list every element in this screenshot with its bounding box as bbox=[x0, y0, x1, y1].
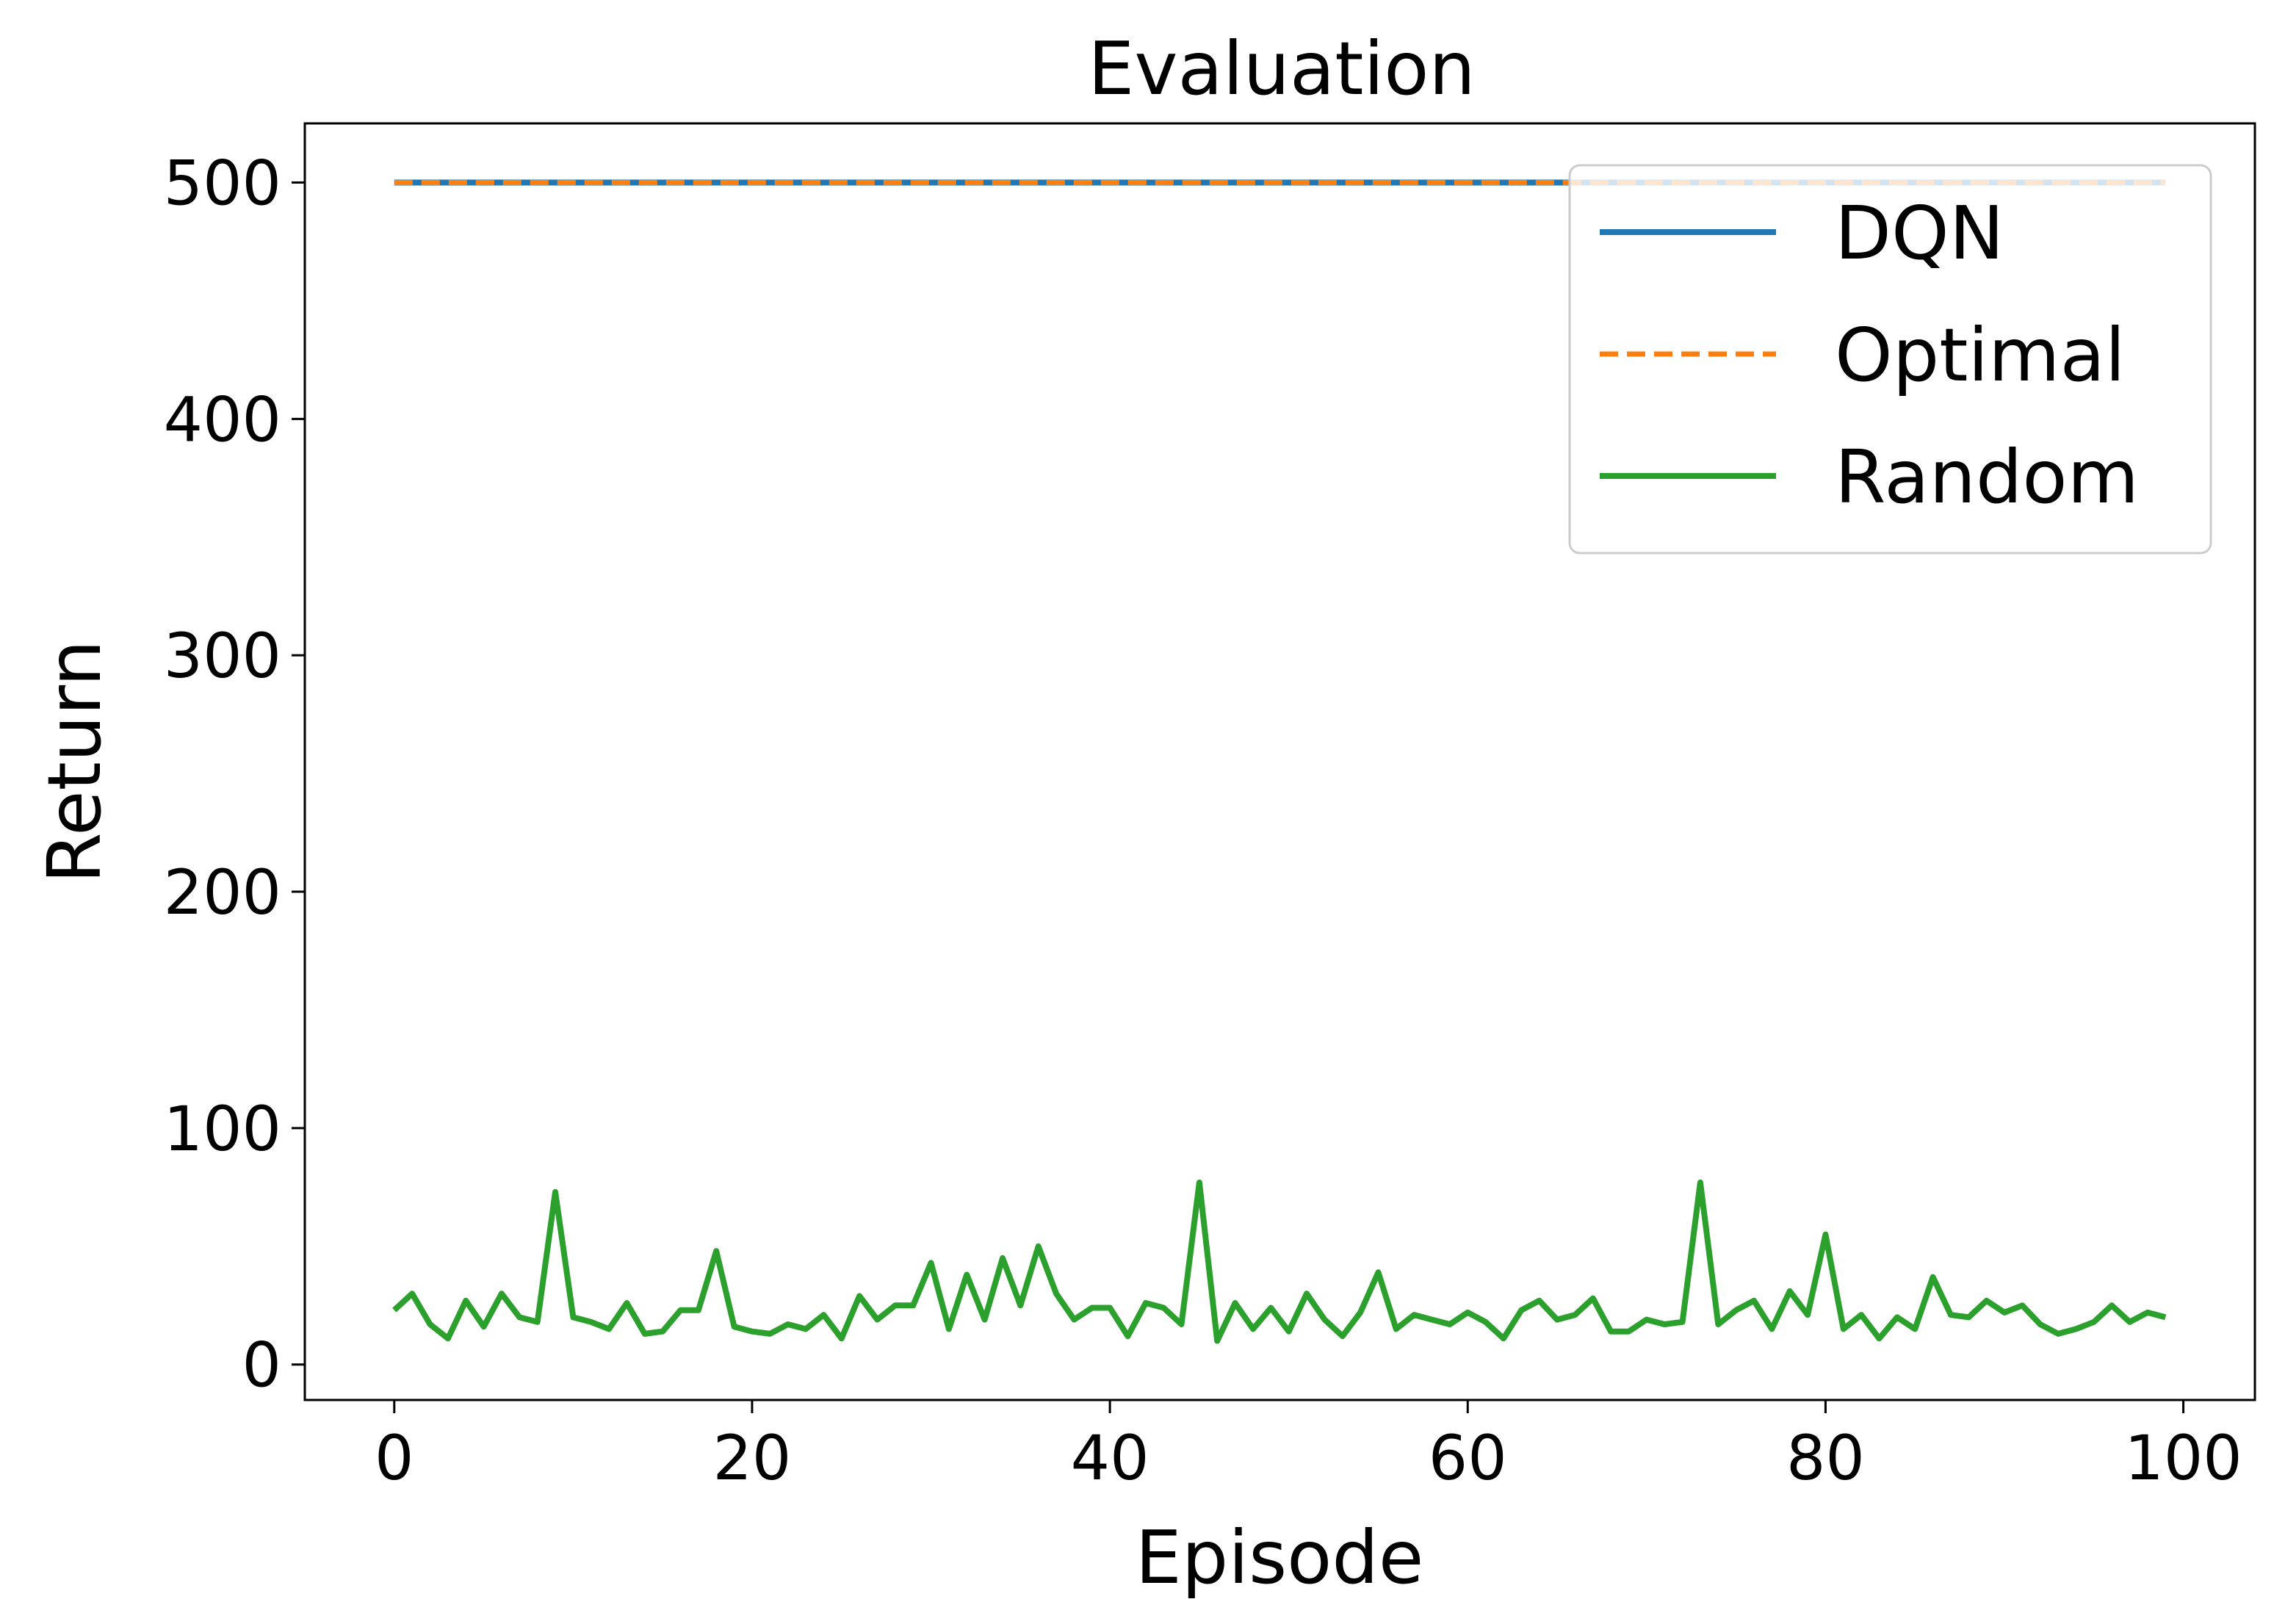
plot-frame bbox=[303, 122, 2256, 1401]
y-axis: 0 100 200 300 400 500 bbox=[164, 147, 305, 1401]
y-tick-label-300: 300 bbox=[164, 620, 281, 692]
x-axis-label: Episode bbox=[1136, 1515, 1424, 1600]
chart-title: Evaluation bbox=[1088, 26, 1476, 112]
series-line-random bbox=[392, 1179, 2167, 1344]
y-tick-label-400: 400 bbox=[164, 383, 281, 455]
x-tick-label-60: 60 bbox=[1429, 1422, 1507, 1494]
legend-box bbox=[1568, 164, 2212, 555]
x-tick-label-100: 100 bbox=[2124, 1422, 2242, 1494]
legend-label-dqn: DQN bbox=[1835, 190, 2004, 276]
legend-label-optimal: Optimal bbox=[1835, 312, 2126, 398]
y-tick-label-200: 200 bbox=[164, 856, 281, 928]
y-tick-label-0: 0 bbox=[242, 1329, 281, 1401]
y-tick-label-100: 100 bbox=[164, 1093, 281, 1165]
legend: DQN Optimal Random bbox=[1568, 164, 2212, 555]
x-tick-label-40: 40 bbox=[1071, 1422, 1149, 1494]
y-axis-label: Return bbox=[32, 640, 118, 884]
x-axis: 0 20 40 60 80 100 bbox=[375, 1400, 2242, 1494]
x-tick-label-80: 80 bbox=[1786, 1422, 1865, 1494]
x-tick-label-20: 20 bbox=[712, 1422, 791, 1494]
y-tick-label-500: 500 bbox=[164, 147, 281, 219]
legend-label-random: Random bbox=[1835, 434, 2139, 520]
x-tick-label-0: 0 bbox=[375, 1422, 414, 1494]
